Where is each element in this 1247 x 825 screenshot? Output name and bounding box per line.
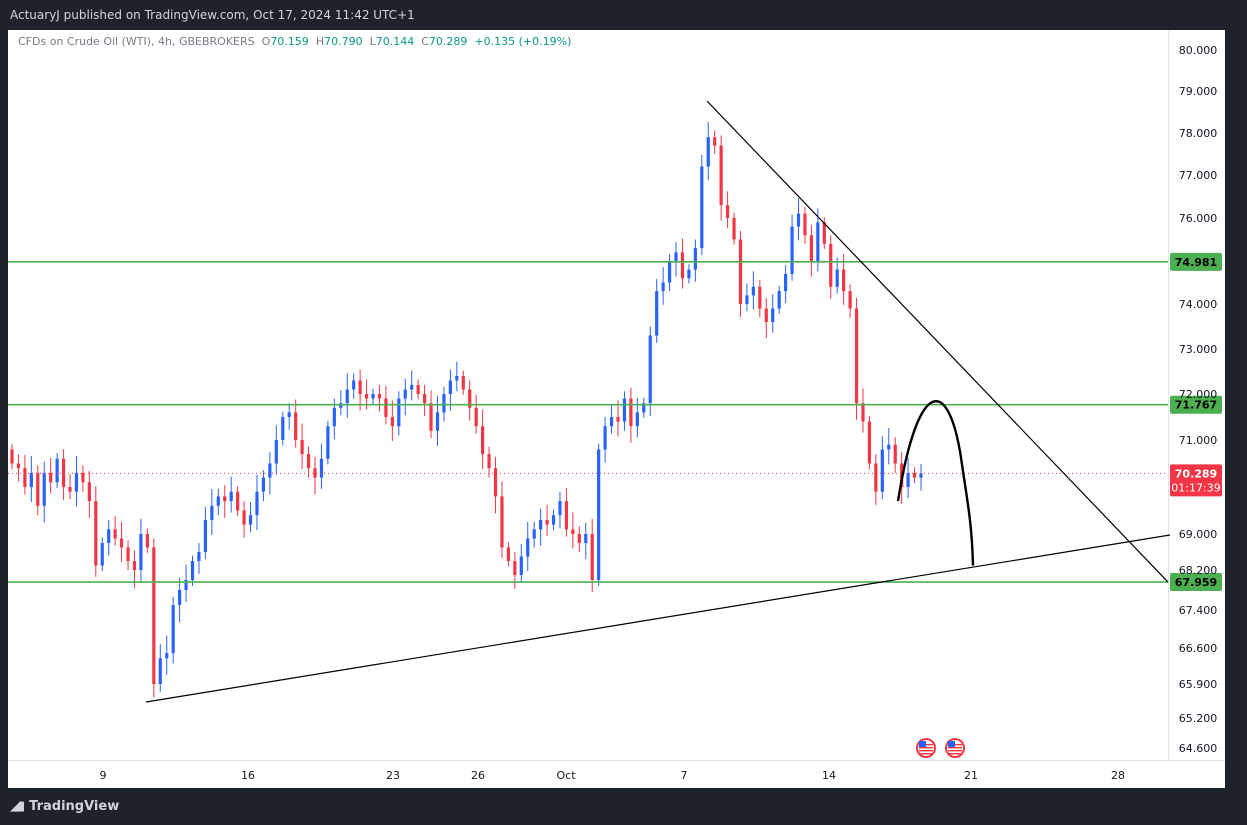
high-value: 70.790 xyxy=(324,35,363,48)
footer-bar: ◢▮ TradingView xyxy=(0,788,1247,825)
close-label: C xyxy=(421,35,429,48)
tradingview-logo-icon: ◢▮ xyxy=(10,799,25,814)
right-strip xyxy=(1225,30,1247,788)
published-text: ActuaryJ published on TradingView.com, O… xyxy=(10,8,415,22)
brand-name: TradingView xyxy=(29,799,120,814)
time-axis[interactable] xyxy=(8,760,1225,789)
open-value: 70.159 xyxy=(270,35,309,48)
open-label: O xyxy=(261,35,271,48)
change-value: +0.135 (+0.19%) xyxy=(474,35,572,48)
high-label: H xyxy=(315,35,325,48)
low-value: 70.144 xyxy=(375,35,415,48)
price-axis[interactable] xyxy=(1168,30,1226,760)
tradingview-brand[interactable]: ◢▮ TradingView xyxy=(10,799,119,814)
chart-pane[interactable] xyxy=(8,30,1168,760)
symbol-legend[interactable]: CFDs on Crude Oil (WTI), 4h, GBEBROKERS … xyxy=(18,35,571,48)
close-value: 70.289 xyxy=(428,35,468,48)
symbol-name: CFDs on Crude Oil (WTI), 4h, GBEBROKERS xyxy=(18,35,255,48)
low-label: L xyxy=(369,35,376,48)
publish-header: ActuaryJ published on TradingView.com, O… xyxy=(0,0,1247,30)
